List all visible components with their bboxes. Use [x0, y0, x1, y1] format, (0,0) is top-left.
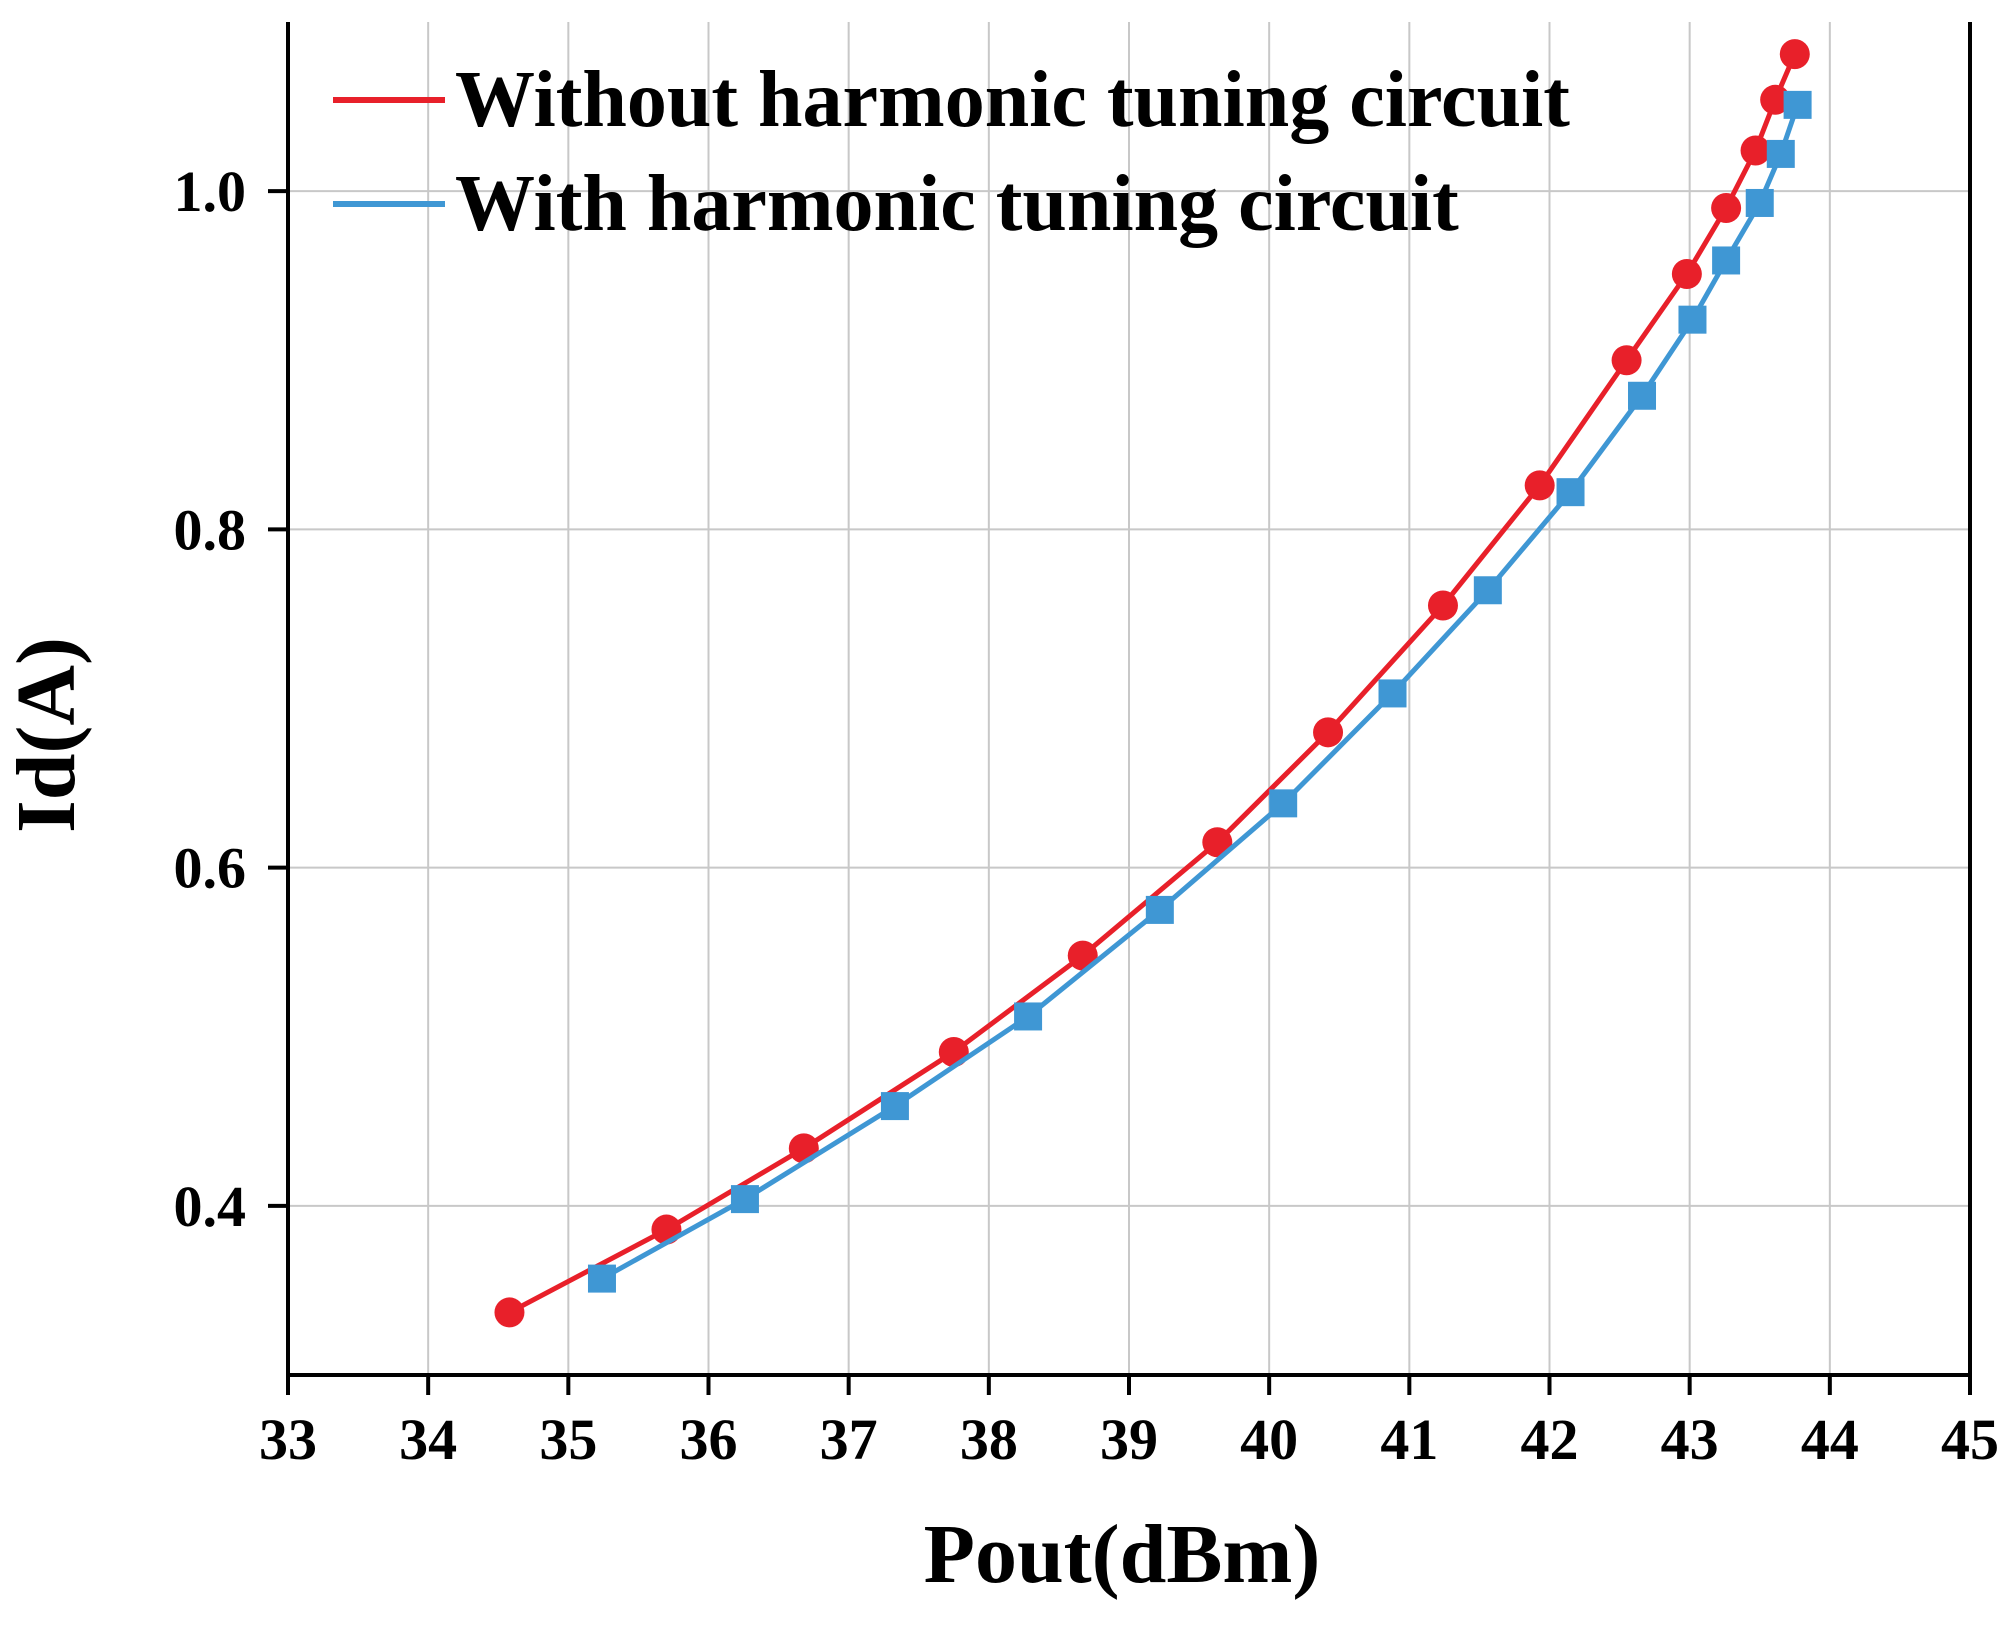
grid: [288, 22, 1970, 1375]
data-point-square: [1678, 305, 1707, 334]
series-group: [587, 90, 1812, 1293]
y-tick-label: 0.6: [174, 836, 247, 901]
y-axis-title: Id(A): [0, 637, 93, 833]
x-tick-label: 37: [820, 1407, 878, 1472]
data-point-square: [1473, 576, 1502, 605]
x-tick-label: 36: [680, 1407, 738, 1472]
data-point-circle: [1524, 470, 1555, 501]
data-point-square: [730, 1185, 759, 1214]
axes: 33 34 35 36 37 38 39 40 41 42 43 44 45 0.4 0.6 0.8 1.0: [174, 22, 1999, 1472]
data-point-circle: [1671, 258, 1702, 289]
data-point-square: [1145, 895, 1174, 924]
data-point-circle: [1611, 345, 1642, 376]
data-point-circle: [1427, 590, 1458, 621]
x-tick-label: 43: [1661, 1407, 1719, 1472]
data-point-circle: [1779, 39, 1810, 70]
data-point-circle: [938, 1036, 969, 1067]
data-point-square: [880, 1092, 909, 1121]
legend-label: Without harmonic tuning circuit: [455, 56, 1570, 144]
x-tick-label: 34: [399, 1407, 457, 1472]
x-tick-label: 44: [1801, 1407, 1859, 1472]
legend: Without harmonic tuning circuit With harm…: [333, 56, 1570, 248]
data-point-circle: [1711, 193, 1742, 224]
data-point-square: [1628, 381, 1657, 410]
data-point-square: [1014, 1002, 1043, 1031]
data-point-square: [1269, 789, 1298, 818]
data-point-square: [1745, 188, 1774, 217]
series: [494, 39, 1812, 1328]
x-tick-label: 41: [1380, 1407, 1438, 1472]
x-tick-label: 40: [1240, 1407, 1298, 1472]
data-point-square: [1783, 90, 1812, 119]
legend-label: With harmonic tuning circuit: [455, 160, 1459, 248]
data-point-circle: [1760, 84, 1791, 115]
x-axis-title: Pout(dBm): [924, 1508, 1321, 1601]
data-point-square: [1766, 139, 1795, 168]
x-tick-label: 39: [1100, 1407, 1158, 1472]
x-tick-label: 33: [259, 1407, 317, 1472]
data-point-circle: [1740, 135, 1771, 166]
y-tick-label: 0.8: [174, 497, 247, 562]
x-tick-label: 38: [960, 1407, 1018, 1472]
y-tick-label: 0.4: [174, 1174, 247, 1239]
x-tick-label: 45: [1941, 1407, 1999, 1472]
data-point-square: [1378, 679, 1407, 708]
x-tick-label: 42: [1521, 1407, 1579, 1472]
data-point-circle: [1202, 827, 1233, 858]
y-tick-label: 1.0: [174, 159, 247, 224]
data-point-square: [1556, 478, 1585, 507]
x-tick-label: 35: [539, 1407, 597, 1472]
data-point-square: [587, 1264, 616, 1293]
data-point-circle: [1313, 717, 1344, 748]
data-point-square: [1712, 246, 1741, 275]
data-point-circle: [494, 1297, 525, 1328]
